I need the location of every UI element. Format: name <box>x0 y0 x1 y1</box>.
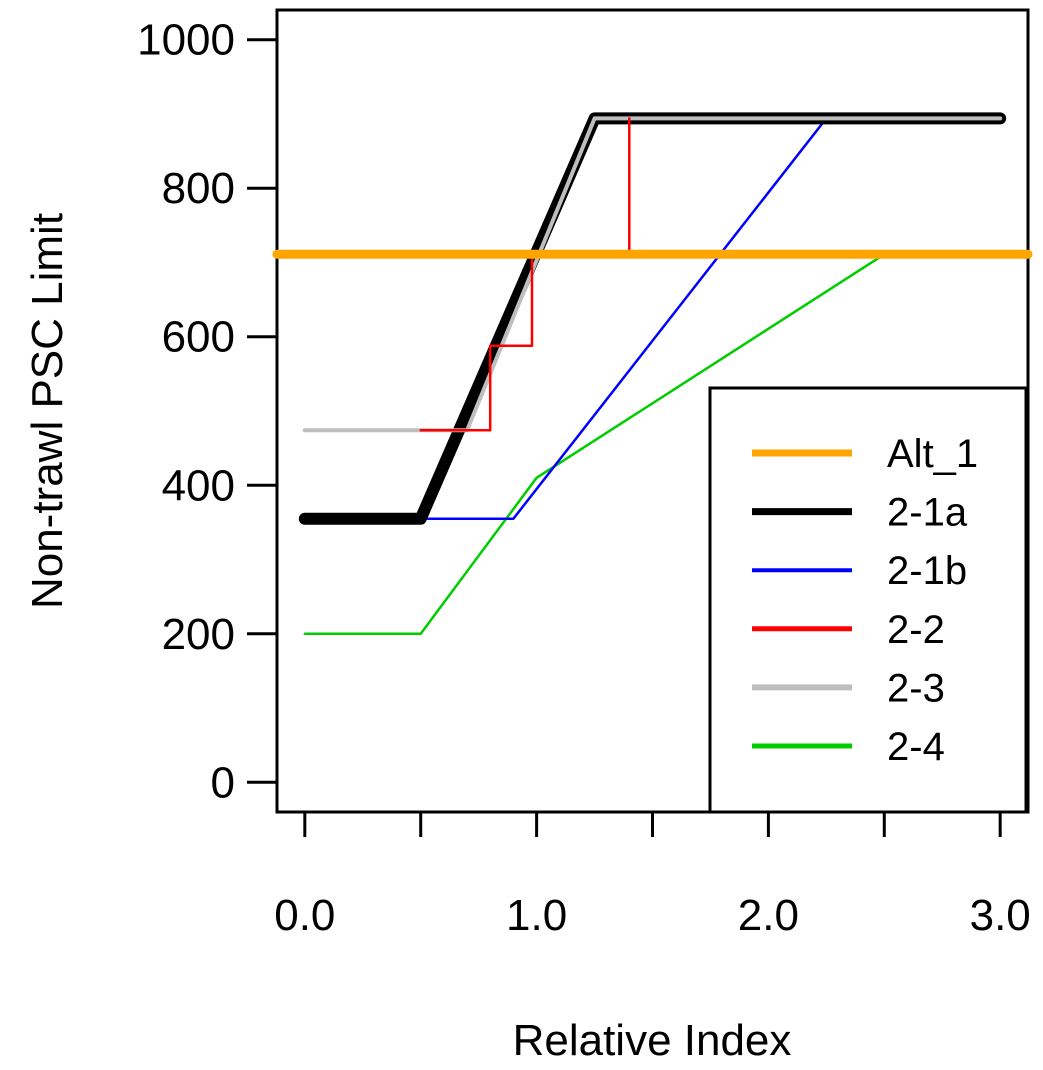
y-tick-label: 800 <box>162 164 235 213</box>
legend-box <box>708 386 1028 814</box>
legend-label: 2-1a <box>887 491 968 535</box>
y-axis: 0 200 400 600 800 1000 <box>137 16 277 807</box>
x-axis-title: Relative Index <box>513 1016 792 1065</box>
x-tick-label: 2.0 <box>738 891 799 940</box>
legend-label: 2-1b <box>887 549 967 593</box>
series-line-2-3 <box>302 116 1003 433</box>
legend-label: Alt_1 <box>887 432 978 476</box>
y-tick-label: 0 <box>211 758 235 807</box>
y-tick-label: 400 <box>162 461 235 510</box>
x-tick-label: 1.0 <box>506 891 567 940</box>
legend-label: 2-3 <box>887 666 945 710</box>
legend: Alt_1 2-1a 2-1b 2-2 2-3 2-4 <box>708 386 1028 814</box>
legend-label: 2-2 <box>887 608 945 652</box>
y-tick-label: 1000 <box>137 16 235 65</box>
series-layer <box>272 112 1033 636</box>
y-tick-label: 600 <box>162 313 235 362</box>
y-axis-title: Non-trawl PSC Limit <box>23 213 72 609</box>
x-tick-label: 0.0 <box>274 891 335 940</box>
x-tick-label: 3.0 <box>970 891 1031 940</box>
legend-label: 2-4 <box>887 725 945 769</box>
y-tick-label: 200 <box>162 610 235 659</box>
x-axis: 0.0 1.0 2.0 3.0 <box>274 812 1031 940</box>
